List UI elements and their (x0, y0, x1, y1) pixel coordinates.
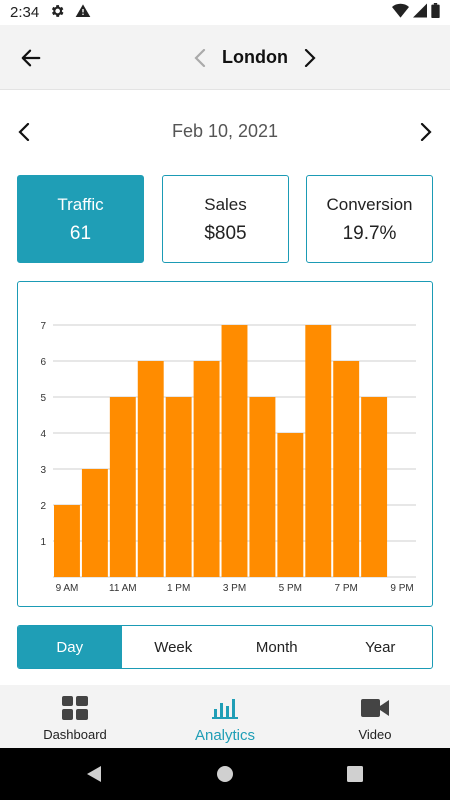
metric-value: $805 (204, 223, 247, 244)
arrow-left-icon (21, 49, 41, 67)
bar-9-am (54, 505, 80, 577)
metric-value: 61 (69, 223, 92, 244)
chevron-left-icon (18, 123, 30, 141)
chevron-right-icon (304, 49, 316, 67)
system-home-button[interactable] (215, 764, 235, 784)
metric-value: 19.7% (342, 223, 397, 244)
system-recents-button[interactable] (345, 764, 365, 784)
x-tick-label: 11 AM (109, 583, 137, 594)
x-tick-label: 5 PM (279, 583, 302, 594)
city-title: London (222, 47, 288, 67)
metric-card-traffic[interactable]: Traffic 61 (17, 175, 144, 263)
bar-4-pm (249, 397, 276, 577)
chevron-right-icon (420, 123, 432, 141)
circle-home-icon (217, 766, 233, 782)
bar-6-pm (305, 325, 332, 577)
bar-2-pm (193, 361, 220, 577)
metric-label: Sales (204, 195, 247, 214)
y-tick-label: 6 (40, 357, 46, 368)
bar-3-pm (221, 325, 248, 577)
battery-icon (431, 3, 440, 22)
x-tick-label: 3 PM (223, 583, 246, 594)
next-city-button[interactable] (298, 45, 322, 71)
system-navigation-bar (0, 748, 450, 800)
bar-8-pm (361, 397, 388, 577)
nav-label: Analytics (194, 727, 256, 744)
y-tick-label: 4 (40, 429, 46, 440)
y-tick-label: 1 (40, 537, 46, 548)
chevron-left-icon (194, 49, 206, 67)
tab-year[interactable]: Year (365, 638, 396, 656)
bar-11-am (109, 397, 136, 577)
y-tick-label: 7 (40, 321, 46, 332)
settings-icon (49, 3, 65, 23)
x-tick-label: 9 PM (390, 583, 413, 594)
nav-video[interactable]: Video (300, 685, 450, 748)
cellular-signal-icon (413, 3, 427, 22)
x-tick-label: 7 PM (335, 583, 358, 594)
y-tick-label: 3 (40, 465, 46, 476)
system-back-button[interactable] (84, 764, 104, 784)
period-tabs: Day Week Month Year (17, 625, 433, 669)
dashboard-icon (62, 695, 88, 721)
tab-day[interactable]: Day (18, 626, 122, 668)
bar-1-pm (165, 397, 192, 577)
bar-5-pm (277, 433, 304, 577)
wifi-icon (392, 3, 409, 22)
video-camera-icon (361, 695, 389, 721)
status-time: 2:34 (10, 4, 40, 21)
square-recents-icon (347, 766, 363, 782)
nav-label: Video (358, 727, 392, 742)
nav-dashboard[interactable]: Dashboard (0, 685, 150, 748)
x-tick-label: 9 AM (56, 583, 79, 594)
bar-7-pm (333, 361, 360, 577)
metric-card-sales[interactable]: Sales $805 (162, 175, 289, 263)
nav-analytics[interactable]: Analytics (150, 685, 300, 748)
tab-month[interactable]: Month (255, 638, 298, 656)
triangle-back-icon (87, 766, 101, 782)
bar-chart-icon (212, 695, 238, 721)
back-button[interactable] (14, 41, 48, 75)
x-tick-label: 1 PM (167, 583, 190, 594)
y-tick-label: 5 (40, 393, 46, 404)
previous-date-button[interactable] (12, 118, 36, 146)
next-date-button[interactable] (414, 118, 438, 146)
previous-city-button[interactable] (188, 45, 212, 71)
metric-label: Conversion (326, 195, 413, 214)
bottom-navigation: Dashboard Analytics Video (0, 685, 450, 748)
metric-card-conversion[interactable]: Conversion 19.7% (306, 175, 433, 263)
metric-label: Traffic (57, 195, 104, 214)
bar-12-pm (137, 361, 164, 577)
y-tick-label: 2 (40, 501, 46, 512)
app-bar: London (0, 25, 450, 90)
nav-label: Dashboard (43, 727, 107, 742)
date-label: Feb 10, 2021 (171, 121, 279, 141)
status-bar: 2:34 (0, 0, 450, 25)
bar-10-am (81, 469, 108, 577)
warning-icon (75, 3, 91, 23)
traffic-chart: 1 2 3 4 5 6 7 9 AM 11 AM 1 PM 3 PM 5 PM 7 PM 9 PM (17, 281, 433, 607)
bar-chart: 1 2 3 4 5 6 7 9 AM 11 AM 1 PM 3 PM 5 PM 7 PM 9 PM (40, 321, 416, 594)
date-navigator: Feb 10, 2021 (0, 112, 450, 152)
tab-week[interactable]: Week (154, 638, 193, 656)
